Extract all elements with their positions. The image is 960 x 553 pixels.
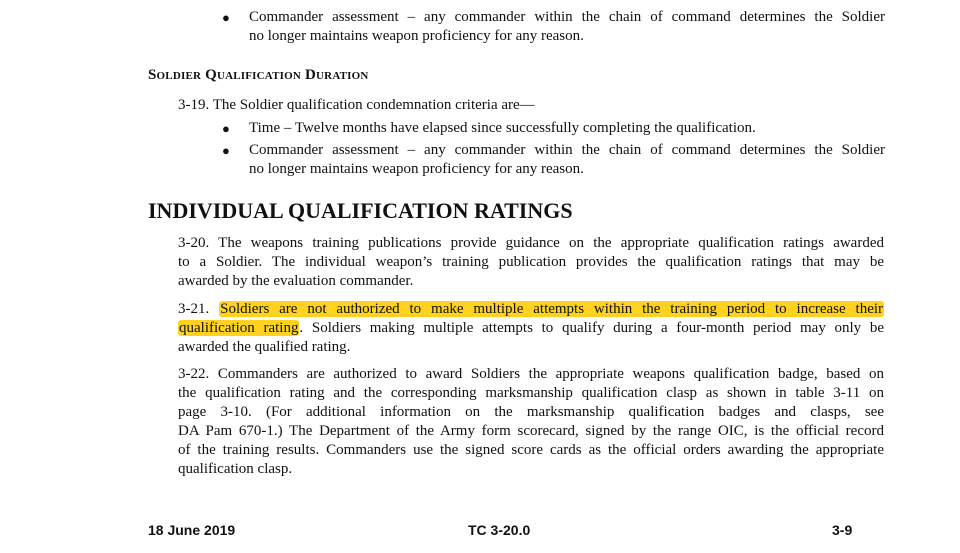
footer-doc-id: TC 3-20.0 xyxy=(468,522,531,538)
bullet-item: ● Commander assessment – any commander w… xyxy=(222,9,885,44)
chapter-heading-ratings: INDIVIDUAL QUALIFICATION RATINGS xyxy=(148,198,573,223)
highlighted-text: Soldiers are not authorized to make mult… xyxy=(219,301,885,317)
section-heading-duration: Soldier Qualification Duration xyxy=(148,67,369,83)
bullet-icon: ● xyxy=(222,10,230,25)
footer-page-number: 3-9 xyxy=(832,522,853,538)
highlighted-text: qualification rating xyxy=(178,320,300,336)
bullet-icon: ● xyxy=(222,143,230,158)
footer-date: 18 June 2019 xyxy=(148,522,236,538)
bullet-icon: ● xyxy=(222,121,230,136)
paragraph-3-20: 3-20. The weapons training publications … xyxy=(178,235,884,289)
paragraph-3-22: 3-22. Commanders are authorized to award… xyxy=(178,366,884,477)
paragraph-3-19: 3-19. The Soldier qualification condemna… xyxy=(178,97,535,113)
bullet-item: ● Time – Twelve months have elapsed sinc… xyxy=(222,120,756,136)
paragraph-3-21: 3-21. Soldiers are not authorized to mak… xyxy=(178,301,885,355)
bullet-item: ● Commander assessment – any commander w… xyxy=(222,142,885,177)
